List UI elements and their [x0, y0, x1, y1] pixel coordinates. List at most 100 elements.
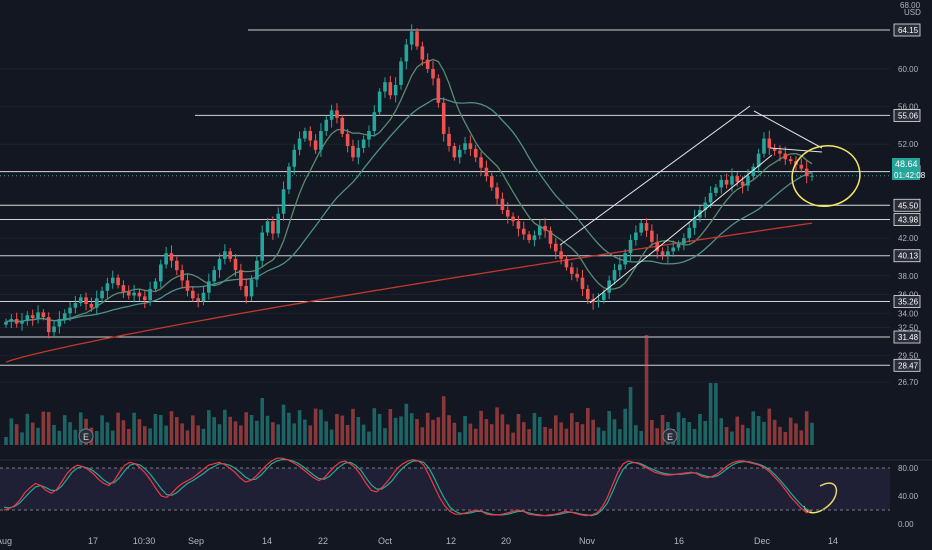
- candle-body[interactable]: [634, 232, 638, 241]
- candle-body[interactable]: [351, 146, 355, 158]
- candle-body[interactable]: [735, 176, 740, 182]
- candle-body[interactable]: [9, 318, 14, 322]
- candle-body[interactable]: [607, 280, 611, 293]
- channel-wedge-upper[interactable]: [753, 110, 823, 149]
- candle-body[interactable]: [212, 270, 216, 282]
- candle-body[interactable]: [415, 31, 419, 47]
- candle-body[interactable]: [68, 307, 72, 314]
- candle-body[interactable]: [372, 112, 377, 132]
- candle-body[interactable]: [116, 277, 120, 286]
- candle-body[interactable]: [537, 225, 542, 236]
- candle-body[interactable]: [762, 138, 766, 154]
- candle-body[interactable]: [142, 296, 147, 301]
- candle-body[interactable]: [137, 292, 142, 297]
- candle-body[interactable]: [719, 179, 724, 188]
- candle-body[interactable]: [431, 69, 435, 79]
- candle-body[interactable]: [4, 321, 8, 325]
- candle-body[interactable]: [281, 189, 286, 214]
- candle-body[interactable]: [297, 138, 302, 150]
- candle-body[interactable]: [532, 235, 537, 241]
- candle-body[interactable]: [804, 168, 809, 177]
- candle-body[interactable]: [233, 258, 238, 271]
- candle-body[interactable]: [287, 166, 291, 190]
- candle-body[interactable]: [388, 82, 393, 96]
- candle-body[interactable]: [746, 176, 750, 186]
- candle-body[interactable]: [404, 44, 409, 62]
- candle-body[interactable]: [340, 117, 345, 134]
- candle-body[interactable]: [191, 290, 195, 299]
- candle-body[interactable]: [249, 279, 254, 297]
- candle-body[interactable]: [692, 217, 697, 228]
- annotation-scribble-stoch[interactable]: [803, 482, 838, 514]
- candle-body[interactable]: [356, 147, 361, 158]
- candle-body[interactable]: [25, 315, 30, 321]
- candle-body[interactable]: [260, 232, 265, 261]
- candle-body[interactable]: [425, 59, 430, 70]
- candle-body[interactable]: [682, 238, 686, 244]
- candle-body[interactable]: [708, 193, 713, 203]
- candle-body[interactable]: [46, 317, 51, 333]
- channel-wedge-lower[interactable]: [769, 147, 823, 153]
- candle-body[interactable]: [367, 131, 371, 140]
- candle-body[interactable]: [217, 258, 222, 271]
- candle-body[interactable]: [783, 153, 788, 160]
- candle-body[interactable]: [94, 298, 99, 308]
- candle-body[interactable]: [495, 187, 499, 199]
- candle-body[interactable]: [559, 251, 563, 259]
- price-tag[interactable]: 48.64 01:42:08: [892, 158, 926, 180]
- candle-body[interactable]: [516, 221, 521, 229]
- candle-body[interactable]: [169, 253, 174, 261]
- candle-body[interactable]: [228, 251, 232, 259]
- candle-body[interactable]: [319, 131, 323, 150]
- candle-body[interactable]: [52, 326, 56, 333]
- annotation-circle-price[interactable]: [787, 140, 866, 213]
- candle-body[interactable]: [20, 320, 24, 324]
- candle-body[interactable]: [505, 209, 510, 217]
- candle-body[interactable]: [575, 273, 579, 278]
- candle-body[interactable]: [676, 243, 681, 248]
- candle-body[interactable]: [772, 147, 777, 151]
- candle-body[interactable]: [671, 247, 676, 252]
- candle-body[interactable]: [730, 176, 734, 185]
- candle-body[interactable]: [121, 285, 126, 292]
- candle-body[interactable]: [89, 303, 94, 308]
- candle-body[interactable]: [201, 292, 206, 302]
- candle-body[interactable]: [740, 181, 745, 186]
- candle-body[interactable]: [463, 143, 467, 150]
- candle-body[interactable]: [345, 133, 350, 147]
- candle-body[interactable]: [185, 280, 190, 291]
- candle-body[interactable]: [751, 166, 756, 177]
- candle-body[interactable]: [703, 202, 708, 210]
- candle-body[interactable]: [436, 78, 441, 103]
- candle-body[interactable]: [612, 270, 617, 281]
- candle-body[interactable]: [521, 228, 526, 235]
- candle-body[interactable]: [313, 140, 318, 150]
- candle-body[interactable]: [30, 315, 35, 319]
- candle-body[interactable]: [687, 227, 692, 239]
- candle-body[interactable]: [153, 281, 158, 289]
- candle-body[interactable]: [484, 167, 489, 177]
- candle-body[interactable]: [596, 300, 601, 303]
- candle-body[interactable]: [196, 298, 200, 302]
- candle-body[interactable]: [41, 312, 46, 318]
- candle-body[interactable]: [100, 290, 104, 299]
- candle-body[interactable]: [543, 225, 547, 231]
- candle-body[interactable]: [810, 175, 814, 177]
- candle-body[interactable]: [714, 187, 718, 194]
- candle-body[interactable]: [84, 297, 88, 304]
- horizontal-levels[interactable]: [0, 29, 890, 366]
- candle-body[interactable]: [452, 146, 457, 158]
- candle-body[interactable]: [78, 297, 83, 304]
- candle-body[interactable]: [329, 110, 334, 120]
- candle-body[interactable]: [164, 253, 168, 265]
- candle-body[interactable]: [324, 119, 329, 132]
- channel-line-upper[interactable]: [559, 105, 751, 246]
- candle-body[interactable]: [586, 288, 590, 300]
- candle-body[interactable]: [618, 264, 622, 271]
- candle-body[interactable]: [628, 240, 633, 254]
- candle-body[interactable]: [473, 148, 478, 158]
- candle-body[interactable]: [158, 264, 163, 282]
- candle-body[interactable]: [660, 251, 665, 256]
- candle-body[interactable]: [778, 150, 782, 154]
